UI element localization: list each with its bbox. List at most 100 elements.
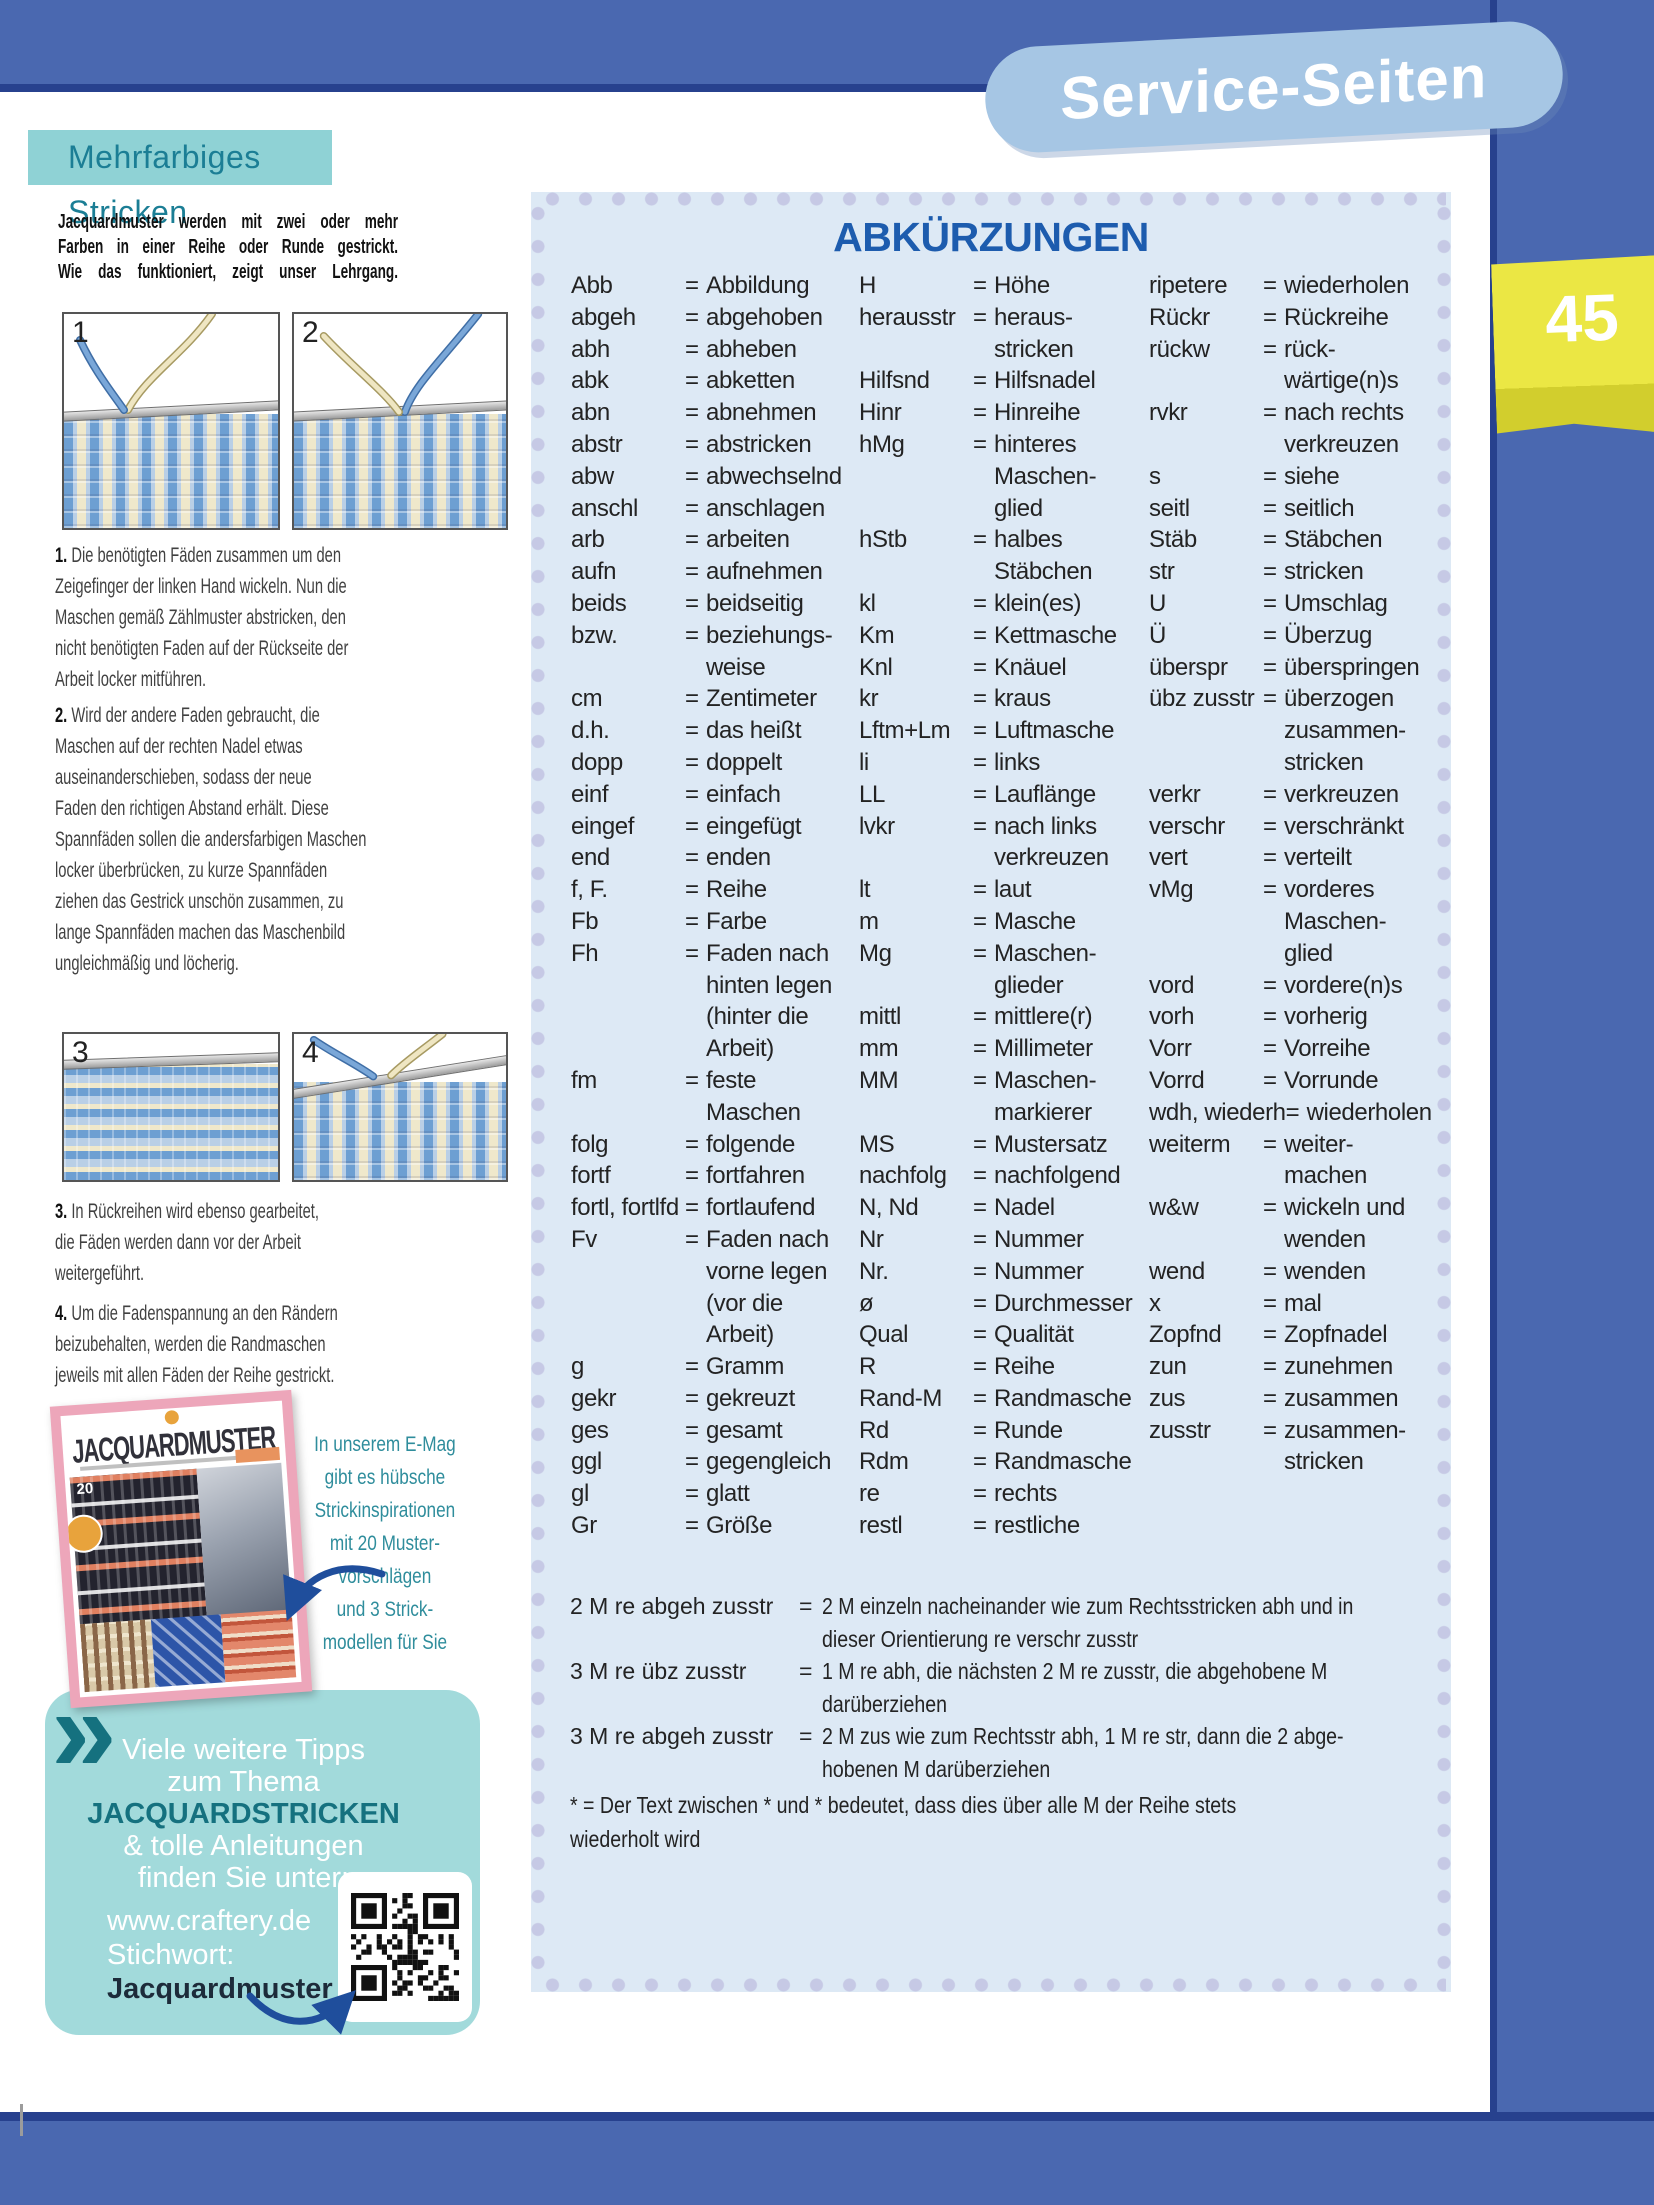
abbreviation-key: Vorr [1149,1035,1192,1063]
equals-sign: = [973,1321,987,1349]
abbreviation-key: Zopfnd [1149,1321,1222,1349]
abbreviation-row: eingef = eingefügt [571,811,861,843]
equals-sign: = [1263,1353,1277,1381]
abbreviation-key: dopp [571,748,623,776]
abbreviation-key: kl [859,589,876,617]
abbreviation-value: wiederholen [1306,1098,1432,1126]
abbreviation-row: =wenden [1149,1224,1439,1256]
equals-sign: = [973,1162,987,1190]
abbreviation-row: fortf = fortfahren [571,1160,861,1192]
abbreviation-key [1149,1224,1263,1256]
abbreviation-key [571,1033,685,1065]
abbreviation-key: MM [859,1066,899,1094]
abbreviations-panel: ABKÜRZUNGEN Abb = Abbildung abgeh = abgehoben… [531,192,1451,1992]
equals-sign: = [685,907,699,935]
intro-line: Jacquardmuster werden mit zwei oder mehr [58,211,398,233]
abbreviation-key: LL [859,780,885,808]
equals-sign: = [1263,272,1277,299]
abbreviation-value: enden [706,844,771,872]
abbreviation-key: vert [1149,844,1188,872]
abbreviation-row: Rand-M = Randmasche [859,1383,1149,1415]
tip-box-contact: www.craftery.de Stichwort: Jacquardmuste… [107,1904,333,2006]
abbreviation-row: MS = Mustersatz [859,1129,1149,1161]
equals-sign: = [799,1658,813,1684]
abbreviation-row: vMg = vorderes [1149,874,1439,906]
abbreviation-row: seitl = seitlich [1149,493,1439,525]
abbreviation-key: rvkr [1149,399,1188,427]
abbreviation-key: R [859,1353,876,1381]
equals-sign: = [973,303,987,331]
abbreviation-value: Gramm [706,1353,784,1381]
abbreviation-value: zunehmen [1284,1353,1393,1381]
abbreviation-key: N, Nd [859,1194,919,1222]
abbreviation-key: f, F. [571,876,608,904]
search-keyword: Jacquardmuster [107,1973,333,2005]
tip-box-line: & tolle Anleitungen [123,1830,364,1862]
abbreviation-row: =verkreuzen [859,842,1149,874]
dotted-border-left [531,197,545,1987]
abbreviation-key [571,970,685,1002]
publisher-logo-icon [164,1409,180,1425]
abbreviation-value: mittlere(r) [994,1003,1093,1031]
abbreviation-key [1149,1160,1263,1192]
equals-sign: = [685,303,699,331]
abbreviation-key: Fb [571,907,599,935]
tip-box-lines: Viele weitere Tipps zum Thema JACQUARDSTRI… [45,1734,480,1894]
abbreviation-key [1149,429,1263,461]
abbreviation-row: vert = verteilt [1149,842,1439,874]
abbreviation-value: Farbe [706,907,767,935]
special-abbreviation-row: 3 M re abgeh zusstr = 2 M zus wie zum Rech… [570,1720,1527,1785]
equals-sign: = [973,812,987,840]
abbreviation-key: Vorrd [1149,1066,1205,1094]
abbreviation-key: hStb [859,526,907,554]
abbreviation-key: fm [571,1066,597,1094]
abbreviation-value: Faden nach [706,1225,829,1253]
abbreviation-row: re = rechts [859,1478,1149,1510]
abbreviation-row: s = siehe [1149,461,1439,493]
abbreviation-row: Hinr = Hinreihe [859,397,1149,429]
abbreviation-value: verteilt [1284,844,1352,872]
abbreviation-row: Fh = Faden nach [571,938,861,970]
abbreviation-key: m [859,907,879,935]
abbreviation-row: gl = glatt [571,1478,861,1510]
abbreviation-key: Gr [571,1512,597,1540]
abbreviation-value: restliche [994,1512,1080,1540]
equals-sign: = [685,1194,699,1222]
abbreviation-key: restl [859,1512,903,1540]
abbreviation-row: hMg = hinteres [859,429,1149,461]
abbreviation-key: ø [859,1289,874,1317]
abbreviation-key: MS [859,1130,895,1158]
abbreviation-value: verkreuzen [994,844,1109,872]
abbreviation-row: f, F. = Reihe [571,874,861,906]
abbreviation-value: Zopfnadel [1284,1321,1388,1349]
equals-sign: = [1263,303,1277,331]
abbreviation-key: aufn [571,558,617,586]
cover-pattern-strip [80,1609,297,1693]
equals-sign: = [973,1289,987,1317]
abbreviation-value: vordere(n)s [1284,971,1403,999]
equals-sign: = [685,876,699,904]
abbreviation-key: Rdm [859,1448,909,1476]
abbreviation-row: Fv = Faden nach [571,1224,861,1256]
abbreviation-key: w&w [1149,1194,1199,1222]
abbreviation-value: Lauflänge [994,780,1096,808]
abbreviation-key: beids [571,589,627,617]
equals-sign: = [1263,462,1277,490]
step-number: 3 [72,1036,89,1069]
abbreviation-value: wickeln und [1284,1194,1406,1222]
equals-sign: = [685,748,699,776]
abbreviation-key [1149,365,1263,397]
equals-sign: = [1263,812,1277,840]
equals-sign: = [1263,1035,1277,1063]
print-crop-mark [20,2104,23,2136]
abbreviation-row: restl = restliche [859,1510,1149,1542]
equals-sign: = [1263,1384,1277,1412]
abbreviation-row: arb = arbeiten [571,524,861,556]
emag-teaser-line: In unserem E-Mag [314,1433,456,1456]
abbreviation-row: anschl = anschlagen [571,493,861,525]
special-abbreviation-row: 2 M re abgeh zusstr = 2 M einzeln nacheina… [570,1590,1527,1655]
abbreviation-value: Vorreihe [1284,1035,1371,1063]
abbreviation-row: wend = wenden [1149,1256,1439,1288]
equals-sign: = [973,621,987,649]
abbreviation-row: =Arbeit) [571,1319,861,1351]
